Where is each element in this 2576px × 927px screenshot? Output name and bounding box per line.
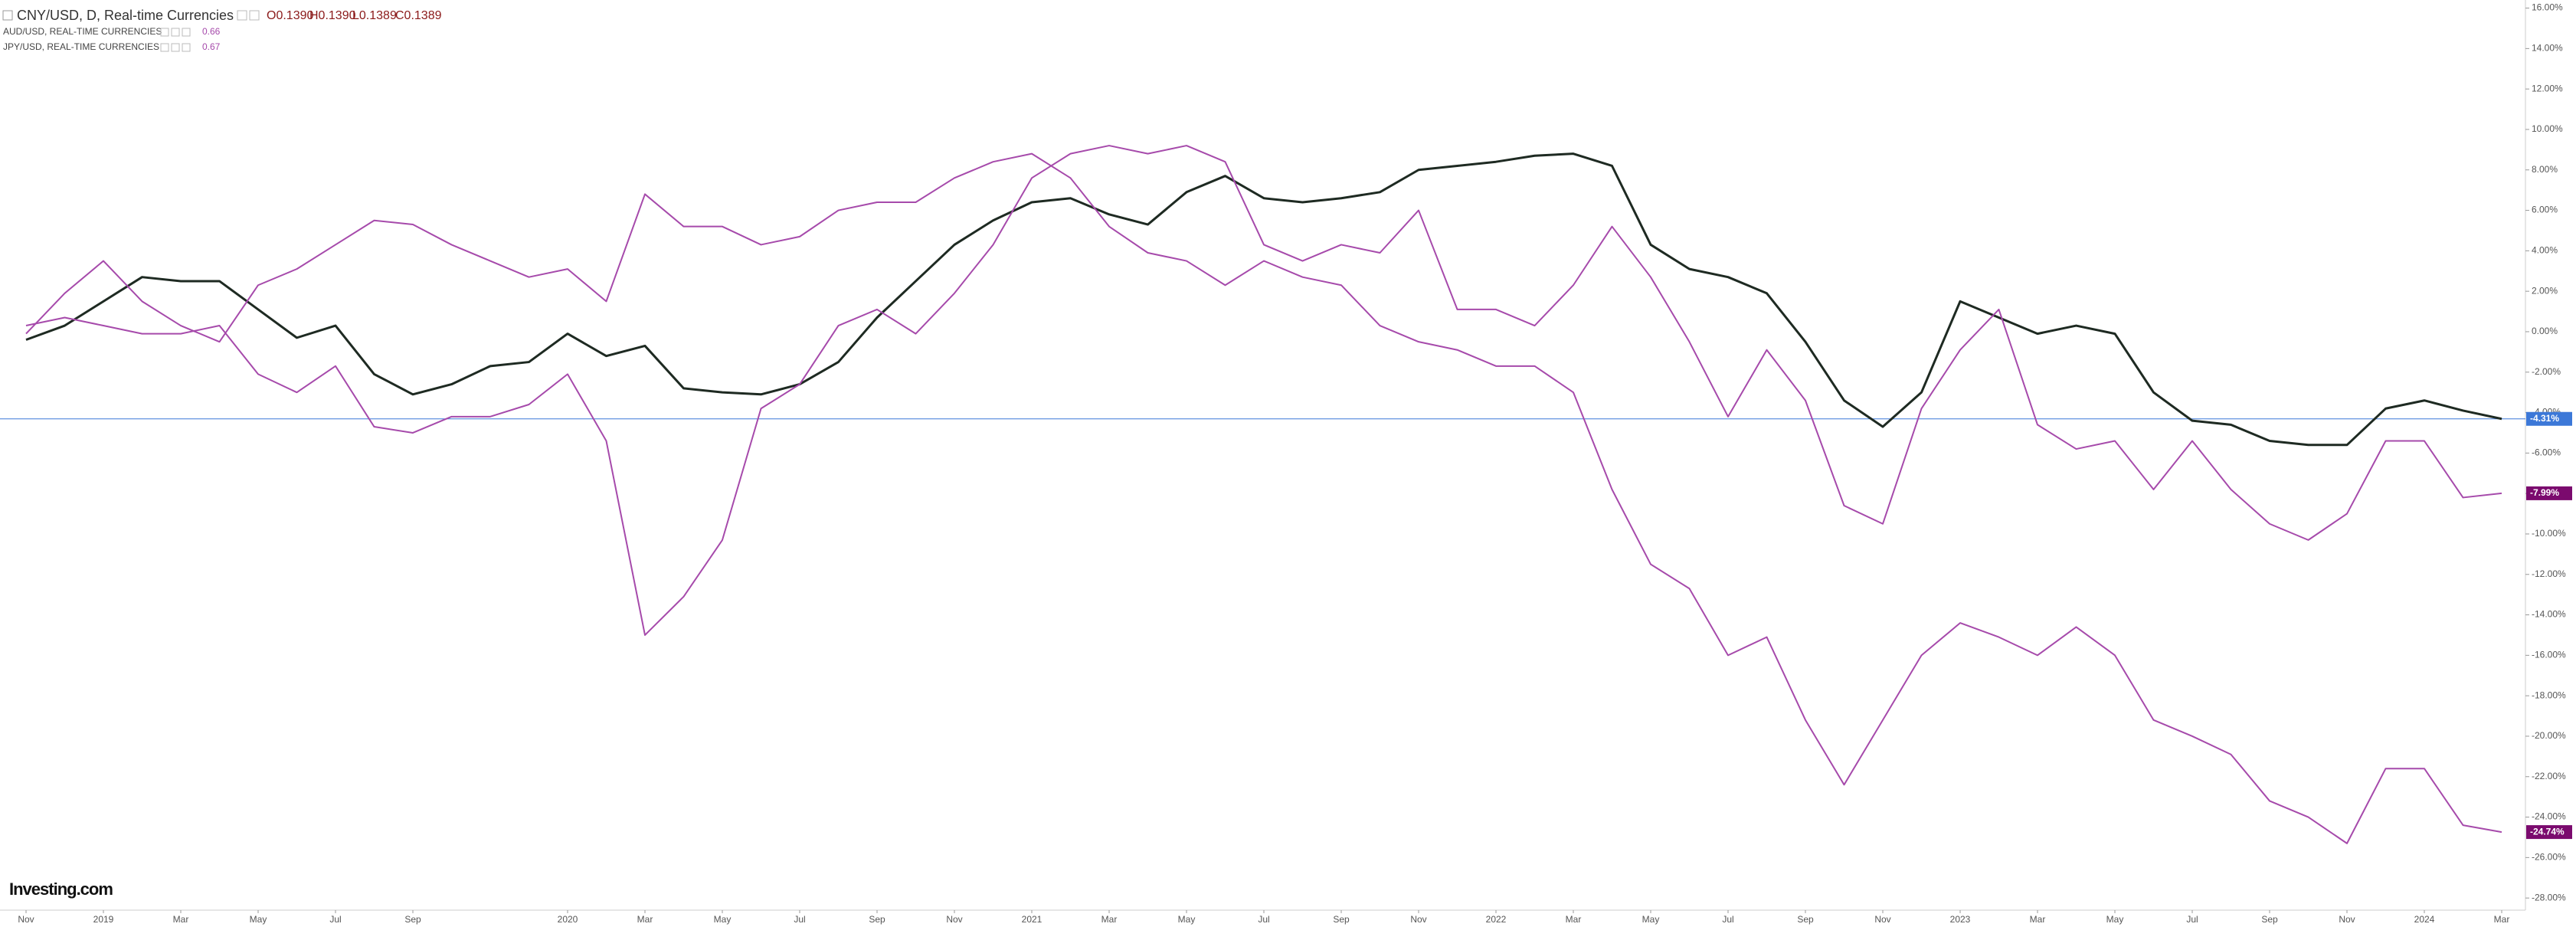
x-tick-label: Sep: [404, 914, 421, 925]
y-tick-label: 4.00%: [2532, 245, 2558, 256]
y-tick-label: -26.00%: [2532, 852, 2566, 863]
x-tick-label: Nov: [18, 914, 34, 925]
series-line: [25, 152, 2502, 447]
x-tick-label: Mar: [2030, 914, 2046, 925]
x-tick-label: Mar: [1101, 914, 1118, 925]
legend-icon: [160, 28, 169, 37]
x-tick-label: Sep: [1333, 914, 1350, 925]
x-tick-label: Jul: [2186, 914, 2198, 925]
x-tick-label: Sep: [2261, 914, 2278, 925]
y-tick-label: -16.00%: [2532, 650, 2566, 660]
legend-icon: [171, 43, 180, 52]
x-tick-label: May: [250, 914, 267, 925]
x-tick-label: Mar: [173, 914, 189, 925]
ohlc-value: O0.1390: [267, 9, 313, 22]
legend-icon: [182, 43, 191, 52]
y-tick-label: -28.00%: [2532, 892, 2566, 902]
legend-icon: [237, 10, 247, 21]
last-value-badge: [2526, 825, 2572, 840]
ohlc-value: H0.1390: [309, 9, 356, 22]
legend-entry: CNY/USD, D, Real-time Currencies: [17, 8, 234, 23]
legend-icon: [249, 10, 260, 21]
y-tick-label: -6.00%: [2532, 447, 2561, 458]
y-tick-label: -20.00%: [2532, 730, 2566, 741]
x-tick-label: Sep: [869, 914, 885, 925]
x-tick-label: Jul: [1258, 914, 1269, 925]
last-value-badge: [2526, 486, 2572, 500]
y-tick-label: -14.00%: [2532, 609, 2566, 620]
logo: Investing.com: [9, 880, 113, 899]
x-tick-label: 2021: [1022, 914, 1043, 925]
y-tick-label: 2.00%: [2532, 285, 2558, 296]
collapse-icon: [2, 10, 13, 21]
last-value-label: -7.99%: [2530, 487, 2559, 498]
x-tick-label: Sep: [1797, 914, 1814, 925]
x-tick-label: May: [1642, 914, 1660, 925]
y-tick-label: -24.00%: [2532, 811, 2566, 822]
y-tick-label: -18.00%: [2532, 690, 2566, 700]
x-tick-label: 2019: [93, 914, 114, 925]
x-tick-label: May: [1178, 914, 1196, 925]
y-tick-label: 16.00%: [2532, 2, 2563, 13]
series-line: [25, 152, 2502, 844]
x-tick-label: Nov: [2339, 914, 2355, 925]
legend-entry: JPY/USD, REAL-TIME CURRENCIES: [3, 41, 159, 52]
x-tick-label: May: [714, 914, 732, 925]
ohlc-value: C0.1389: [395, 9, 442, 22]
x-tick-label: Nov: [946, 914, 962, 925]
ohlc-value: L0.1389: [352, 9, 397, 22]
x-tick-label: Jul: [1722, 914, 1733, 925]
y-tick-label: 10.00%: [2532, 123, 2563, 134]
y-tick-label: 14.00%: [2532, 43, 2563, 54]
y-tick-label: -10.00%: [2532, 528, 2566, 539]
x-tick-label: Jul: [329, 914, 341, 925]
x-tick-label: Nov: [1874, 914, 1890, 925]
y-tick-label: 0.00%: [2532, 326, 2558, 336]
x-tick-label: Mar: [637, 914, 653, 925]
last-value-badge: [2526, 411, 2572, 426]
legend-readout: 0.67: [202, 41, 221, 52]
y-tick-label: 12.00%: [2532, 83, 2563, 93]
x-tick-label: Mar: [1566, 914, 1582, 925]
series-line: [25, 145, 2502, 636]
x-tick-label: 2022: [1486, 914, 1507, 925]
y-tick-label: 8.00%: [2532, 164, 2558, 175]
x-tick-label: Jul: [794, 914, 805, 925]
last-value-label: -4.31%: [2530, 413, 2559, 424]
x-tick-label: Nov: [1410, 914, 1426, 925]
y-tick-label: -2.00%: [2532, 366, 2561, 377]
x-tick-label: May: [2106, 914, 2124, 925]
last-value-label: -24.74%: [2530, 826, 2565, 837]
y-tick-label: -22.00%: [2532, 771, 2566, 781]
legend-readout: 0.66: [202, 26, 221, 37]
legend-icon: [182, 28, 191, 37]
legend-icon: [171, 28, 180, 37]
legend-icon: [160, 43, 169, 52]
x-tick-label: Mar: [2494, 914, 2510, 925]
x-tick-label: 2024: [2414, 914, 2435, 925]
y-tick-label: 6.00%: [2532, 205, 2558, 215]
x-tick-label: 2020: [558, 914, 578, 925]
legend-entry: AUD/USD, REAL-TIME CURRENCIES: [3, 26, 162, 37]
y-tick-label: -12.00%: [2532, 568, 2566, 579]
x-tick-label: 2023: [1950, 914, 1971, 925]
